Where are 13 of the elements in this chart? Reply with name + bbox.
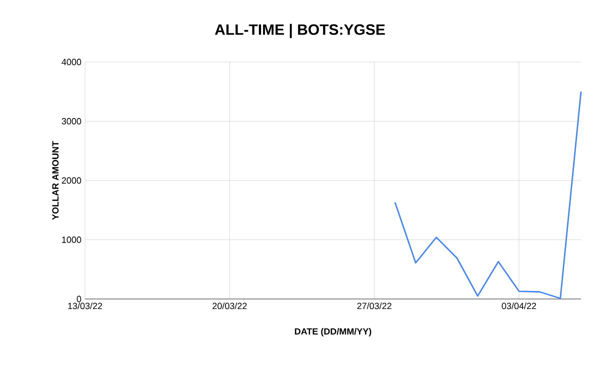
x-tick-label: 27/03/22 xyxy=(357,302,392,310)
x-axis-title: DATE (DD/MM/YY) xyxy=(294,328,372,336)
y-tick-label: 2000 xyxy=(62,177,82,184)
line-series xyxy=(394,90,582,300)
y-tick-label: 3000 xyxy=(62,118,82,124)
x-tick-label: 03/04/22 xyxy=(502,302,536,310)
chart-title: ALL-TIME | BOTS:YGSE xyxy=(214,24,385,38)
x-tick-label: 20/03/22 xyxy=(212,302,247,310)
y-axis-title: YOLLAR AMOUNT xyxy=(52,141,59,220)
y-tick-label: 0 xyxy=(76,296,82,302)
y-tick-label: 4000 xyxy=(62,58,82,66)
y-tick-label: 1000 xyxy=(62,236,82,243)
x-tick-label: 13/03/22 xyxy=(68,302,102,310)
